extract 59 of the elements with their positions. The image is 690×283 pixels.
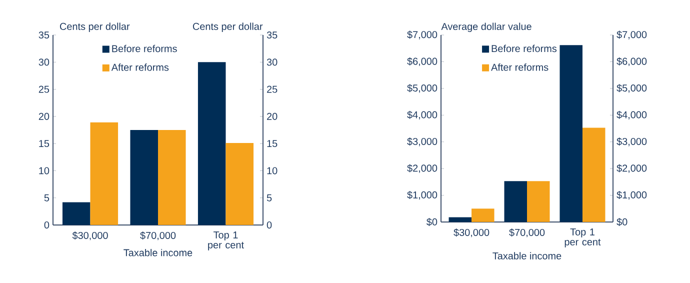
bar — [226, 143, 254, 225]
y-tick-label: $4,000 — [407, 110, 438, 120]
bar — [448, 217, 472, 222]
y-tick-label: 15 — [39, 140, 50, 148]
bar — [504, 181, 528, 222]
x-axis-title: Taxable income — [492, 252, 562, 260]
bar — [527, 181, 550, 222]
y2-tick-label: $0 — [616, 218, 628, 226]
legend-label: Before reforms — [112, 44, 177, 52]
x-axis-title: Taxable income — [124, 248, 192, 256]
bar — [198, 62, 226, 225]
y2-tick-label: $7,000 — [616, 30, 647, 40]
x-tick-label: $70,000 — [140, 232, 176, 240]
x-tick-label: $30,000 — [72, 232, 108, 240]
y2-axis-title: Cents per dollar — [192, 22, 263, 32]
y-tick-label: 0 — [44, 221, 50, 229]
bar — [582, 128, 606, 222]
x-tick-label: Top 1 per cent — [564, 228, 601, 248]
y-tick-label: $3,000 — [407, 138, 438, 146]
y2-tick-label: 15 — [267, 140, 278, 148]
y2-tick-label: 10 — [267, 167, 278, 174]
legend-label: Before reforms — [492, 44, 557, 52]
x-tick-label: $70,000 — [509, 228, 545, 238]
y-tick-label: 20 — [38, 112, 50, 120]
y-tick-label: $2,000 — [407, 164, 438, 173]
y2-tick-label: 25 — [267, 86, 278, 93]
bar — [130, 130, 158, 225]
y-tick-label: $0 — [426, 218, 438, 226]
y2-tick-label: 30 — [266, 58, 278, 66]
y-tick-label: 30 — [38, 58, 50, 66]
y2-tick-label: 5 — [266, 194, 272, 202]
x-tick-label: $30,000 — [454, 228, 490, 238]
y-tick-label: 5 — [44, 194, 50, 202]
bar — [560, 45, 582, 222]
y2-tick-label: $5,000 — [616, 84, 647, 93]
y2-tick-label: $3,000 — [616, 138, 647, 146]
legend-label: After reforms — [111, 64, 169, 71]
y-tick-label: $1,000 — [407, 190, 438, 200]
y-tick-label: 10 — [39, 167, 50, 174]
y2-tick-label: 35 — [266, 31, 278, 39]
y2-tick-label: $2,000 — [616, 164, 647, 173]
bar — [472, 208, 494, 222]
bar — [90, 122, 118, 225]
y2-tick-label: $6,000 — [616, 57, 647, 66]
bar — [158, 130, 186, 225]
y-tick-label: $7,000 — [407, 30, 438, 40]
legend-label: After reforms — [491, 63, 548, 71]
x-tick-label: Top 1 per cent — [208, 232, 244, 250]
y2-tick-label: $4,000 — [616, 110, 647, 120]
y2-tick-label: 20 — [267, 112, 278, 120]
y-tick-label: $5,000 — [407, 84, 438, 93]
y2-tick-label: 0 — [266, 221, 272, 229]
y-axis-title: Cents per dollar — [60, 22, 130, 32]
y-tick-label: 35 — [38, 31, 50, 39]
y-axis-title: Average dollar value — [441, 22, 532, 32]
bar — [62, 202, 90, 225]
y-tick-label: $6,000 — [407, 57, 438, 66]
y-tick-label: 25 — [38, 86, 50, 93]
y2-tick-label: $1,000 — [616, 190, 647, 200]
